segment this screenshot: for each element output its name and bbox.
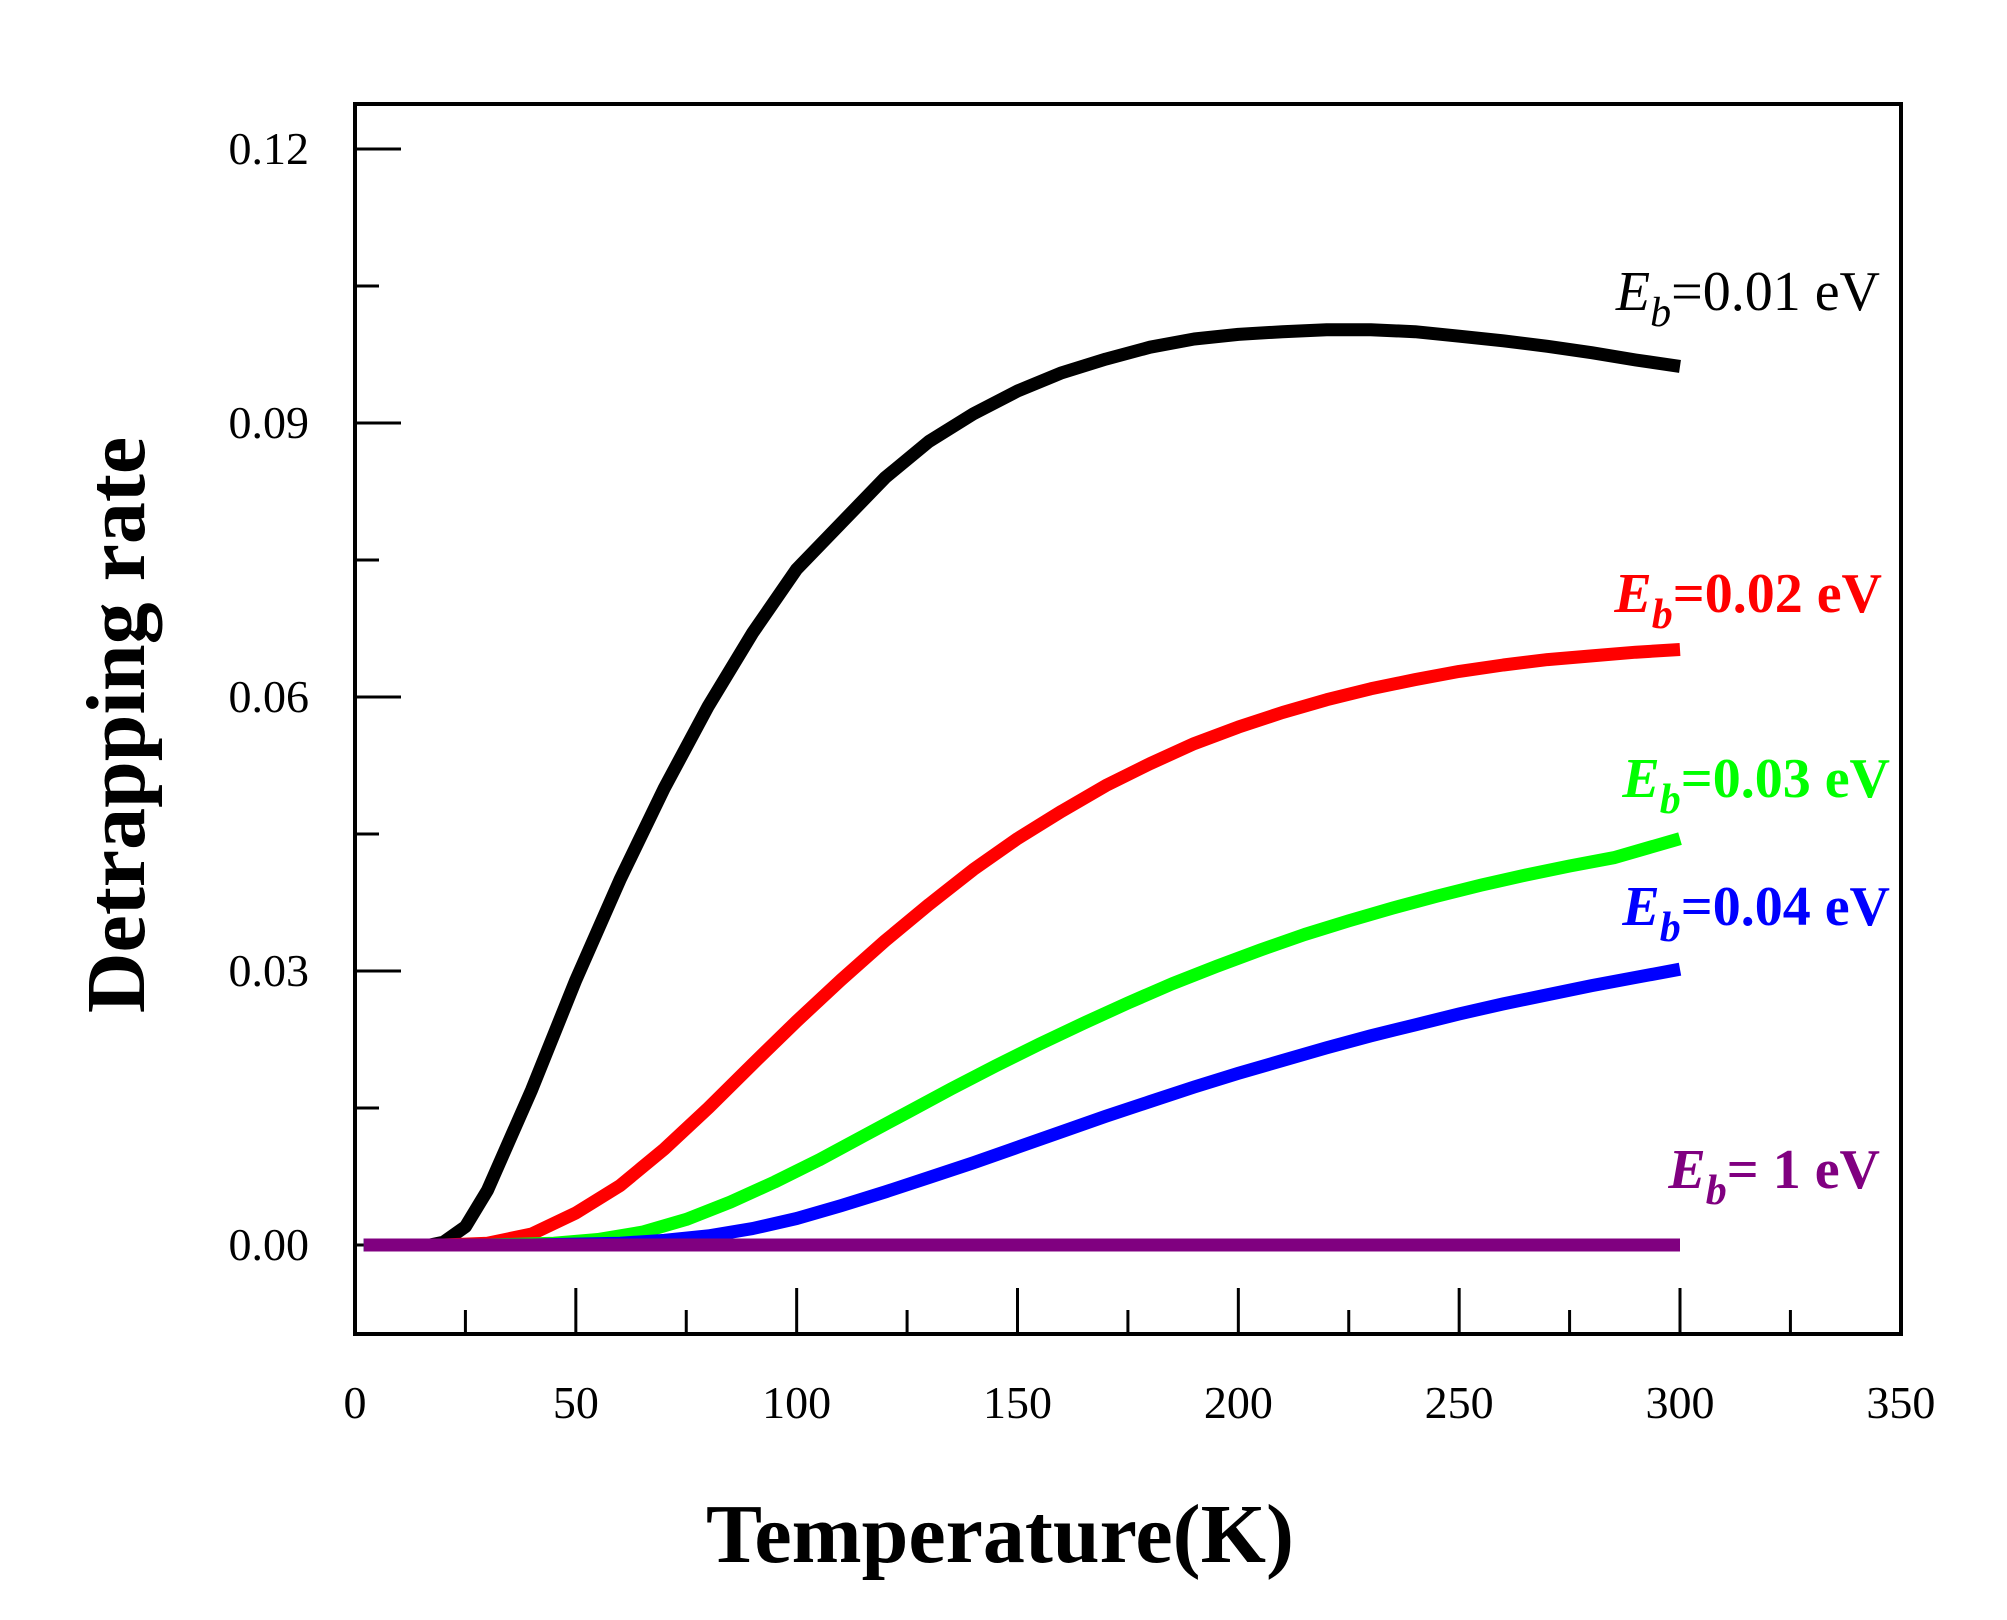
series-label-value: =0.04 eV <box>1681 876 1890 938</box>
y-axis: 0.00 0.03 0.06 0.09 0.12 <box>229 123 401 1270</box>
x-tick-label: 150 <box>983 1377 1052 1428</box>
series-label-symbol: E <box>1615 261 1650 323</box>
series-label-5: Eb= 1 eV <box>1667 1139 1880 1214</box>
x-tick-label: 300 <box>1646 1377 1715 1428</box>
series-label-subscript: b <box>1652 592 1673 638</box>
series-label-subscript: b <box>1660 777 1681 823</box>
series-label-subscript: b <box>1706 1168 1727 1214</box>
y-tick-label: 0.03 <box>229 945 310 996</box>
series-line-4 <box>363 962 1682 1252</box>
x-tick-label: 0 <box>344 1377 367 1428</box>
y-axis-title: Detrapping rate <box>70 437 163 1013</box>
y-tick-label: 0.09 <box>229 397 310 448</box>
series-label-value: =0.03 eV <box>1681 748 1890 810</box>
y-tick-label: 0.00 <box>229 1219 310 1270</box>
x-tick-label: 250 <box>1425 1377 1494 1428</box>
x-axis-title: Temperature(K) <box>706 1488 1294 1581</box>
x-axis: 0 50 100 150 200 250 300 350 <box>344 1288 1935 1428</box>
series-label-subscript: b <box>1660 905 1681 951</box>
series-label-symbol: E <box>1613 563 1651 625</box>
series-label-2: Eb=0.02 eV <box>1613 563 1882 638</box>
series-lines <box>363 323 1682 1252</box>
series-label-1: Eb=0.01 eV <box>1615 261 1880 336</box>
x-tick-label: 200 <box>1204 1377 1273 1428</box>
series-label-value: = 1 eV <box>1727 1139 1880 1201</box>
series-label-symbol: E <box>1621 876 1659 938</box>
series-line-1 <box>363 323 1681 1252</box>
x-tick-label: 350 <box>1866 1377 1935 1428</box>
series-label-4: Eb=0.04 eV <box>1621 876 1890 951</box>
series-line-3 <box>363 832 1682 1252</box>
series-label-symbol: E <box>1621 748 1659 810</box>
y-tick-label: 0.12 <box>229 123 310 174</box>
series-label-value: =0.02 eV <box>1673 563 1882 625</box>
series-label-symbol: E <box>1667 1139 1705 1201</box>
series-label-subscript: b <box>1650 290 1671 336</box>
x-tick-label: 100 <box>762 1377 831 1428</box>
series-label-3: Eb=0.03 eV <box>1621 748 1890 823</box>
series-label-value: =0.01 eV <box>1671 261 1880 323</box>
series-line-2 <box>363 643 1681 1252</box>
x-tick-label: 50 <box>553 1377 599 1428</box>
y-tick-label: 0.06 <box>229 671 310 722</box>
